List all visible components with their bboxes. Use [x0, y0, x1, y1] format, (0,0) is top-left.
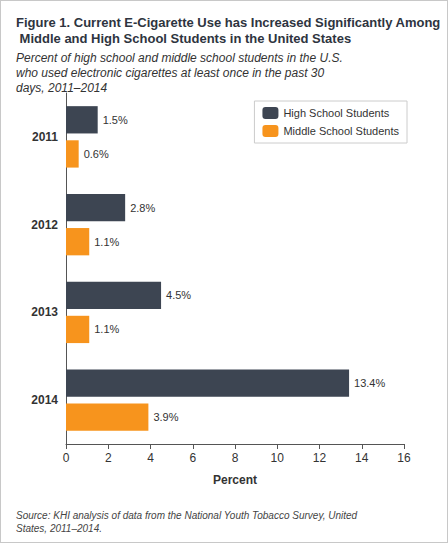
svg-text:13.4%: 13.4% [354, 377, 385, 389]
svg-text:2: 2 [105, 451, 112, 465]
svg-text:Middle and High School Student: Middle and High School Students in the U… [16, 31, 351, 46]
svg-text:0.6%: 0.6% [84, 148, 109, 160]
svg-text:0: 0 [63, 451, 70, 465]
svg-text:4: 4 [147, 451, 154, 465]
svg-text:States, 2011–2014.: States, 2011–2014. [16, 523, 102, 534]
svg-text:6: 6 [189, 451, 196, 465]
svg-text:2012: 2012 [31, 218, 58, 232]
svg-text:Percent: Percent [213, 473, 257, 487]
svg-text:3.9%: 3.9% [153, 411, 178, 423]
svg-text:2.8%: 2.8% [130, 202, 155, 214]
svg-text:1.1%: 1.1% [94, 323, 119, 335]
svg-text:8: 8 [232, 451, 239, 465]
svg-text:who used electronic cigarettes: who used electronic cigarettes at least … [16, 66, 328, 80]
svg-text:2011: 2011 [32, 130, 58, 144]
svg-text:12: 12 [313, 451, 327, 465]
svg-text:4.5%: 4.5% [166, 289, 191, 301]
svg-text:2014: 2014 [31, 393, 58, 407]
svg-text:14: 14 [355, 451, 369, 465]
svg-text:10: 10 [271, 451, 285, 465]
svg-text:16: 16 [397, 451, 411, 465]
svg-text:1.1%: 1.1% [94, 236, 119, 248]
svg-text:Figure 1. Current E-Cigarette: Figure 1. Current E-Cigarette Use has In… [16, 15, 440, 30]
svg-text:2013: 2013 [31, 305, 58, 319]
svg-text:Percent of high school and mid: Percent of high school and middle school… [16, 51, 346, 65]
svg-text:1.5%: 1.5% [103, 114, 128, 126]
svg-text:High School Students: High School Students [283, 107, 389, 119]
svg-text:Middle School Students: Middle School Students [283, 125, 399, 137]
svg-text:days, 2011–2014: days, 2011–2014 [16, 81, 108, 95]
svg-text:Source: KHI analysis of data f: Source: KHI analysis of data from the Na… [16, 510, 360, 521]
